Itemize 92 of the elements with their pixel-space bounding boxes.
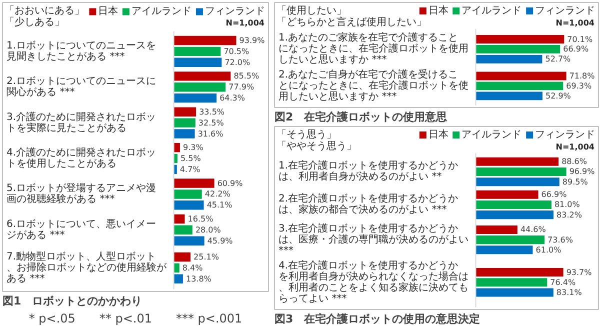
data-label: 61.0% [536,245,562,254]
data-label: 16.5% [188,214,214,224]
legend-label: アイルランド [462,5,522,16]
y-tick-label: 2.在宅介護ロボットを使用するかどうかは、家族の都合で決めるのがよい *** [278,192,458,216]
text: N=1,004 [226,18,265,28]
data-label: 76.4% [550,278,576,287]
data-label: 93.7% [566,268,592,277]
data-label: 52.7% [545,54,572,64]
bar [174,36,236,46]
text: 「おおいにある」「少しある」 [4,4,85,28]
data-label: 28.0% [195,225,222,234]
y-tick-label: 1.ロボットについてのニュースを見聞きしたことがある *** [6,40,156,62]
data-label: 5.5% [180,154,202,164]
text: N=1,004 [556,18,595,28]
data-label: 33.5% [199,107,225,116]
data-label: 85.5% [234,72,260,81]
bar [174,118,196,128]
y-tick-label: 3.在宅介護ロボットを使用するかどうかは、医療・介護の専門職が決めるのがよい *** [278,222,469,256]
bar [174,178,214,188]
data-label: 9.3% [183,143,204,152]
data-label: 32.5% [198,118,224,128]
data-label: 52.9% [545,91,572,100]
data-label: 31.6% [198,129,224,138]
text: N=1,004 [556,142,595,152]
bar [174,236,204,246]
bar [476,72,566,80]
legend-label: フィンランド [535,130,596,141]
y-tick-label: 6.ロボットについて、悪いイメージがある *** [6,218,156,241]
text: * p<.05 ** p<.01 *** p<.001 [28,312,242,326]
text: 「そう思う」「ややそう思う」 [276,128,357,152]
legend-label: 日本 [98,5,118,18]
data-label: 44.6% [520,225,546,234]
bar [174,58,222,67]
data-label: 77.9% [228,82,254,92]
bar [174,214,185,224]
bar [174,225,192,235]
bar [476,92,542,100]
data-label: 93.9% [239,36,266,45]
bar [174,129,195,138]
y-tick-label: 2.ロボットについてのニュースに関心がある *** [6,76,156,98]
data-label: 13.8% [186,274,212,284]
y-tick-label: 1.あなたのご家族を在宅で介護することになったときに、在宅介護ロボットを使用したいと思いますか *** [278,32,469,66]
legend-label: アイルランド [131,6,192,18]
y-tick-label: 5.ロボットが登場するアニメや漫画の視聴経験がある *** [6,182,156,206]
data-label: 83.1% [556,288,582,297]
data-label: 69.3% [566,81,592,90]
text: 図2 在宅介護ロボットの使用意思 [274,110,448,124]
data-label: 42.2% [204,190,231,199]
y-tick-label: 1.在宅介護ロボットを使用するかどうかは、利用者自身が決めるのがよい ** [278,160,458,183]
text: 「使用したい」「どちらかと言えば使用したい」 [276,4,427,28]
y-tick-label: 4.在宅介護ロボットを使用するかどうかを利用者自身が決められなくなった場合は、利用者のことをよく知る家族に決めてもらってよい *** [278,259,469,304]
bar [476,82,564,90]
bar [174,190,202,199]
data-label: 66.9% [541,190,568,200]
data-label: 60.9% [217,178,244,188]
legend-label: フィンランド [535,5,596,16]
y-tick-label: 2.あなたご自身が在宅で介護を受けることになったときに、在宅介護ロボットを使用したいと思いますか *** [278,68,469,102]
data-label: 88.6% [562,157,588,166]
data-label: 83.2% [556,210,582,220]
legend-label: 日本 [428,4,448,16]
legend-label: 日本 [428,128,448,141]
text: 図1 ロボットとのかかわり [2,294,142,308]
data-label: 45.1% [206,200,233,210]
bar [174,72,231,81]
y-tick-label: 4.介護のために開発されたロボットを使用したことがある [6,146,156,170]
data-label: 70.1% [567,34,593,44]
y-tick-label: 7.動物型ロボット、人型ロボット、お掃除ロボットなどの使用経験がある *** [6,250,168,284]
data-label: 45.9% [207,236,234,246]
y-tick-label: 3.介護のために開発されたロボットを実際に見たことがある [6,110,156,134]
bar [174,93,217,103]
bar [174,107,196,116]
data-label: 73.6% [548,235,574,244]
data-label: 72.0% [224,58,251,67]
text: 図3 在宅介護ロボットの使用の意思決定 [274,312,480,326]
data-label: 71.8% [569,72,596,80]
data-label: 64.3% [220,94,246,103]
data-label: 96.9% [569,167,596,176]
data-label: 8.4% [182,263,204,272]
legend-label: アイルランド [462,130,522,141]
data-label: 4.7% [180,164,201,174]
bar [476,35,564,44]
bar [476,45,560,54]
bar [174,82,226,92]
data-label: 81.0% [554,200,580,210]
data-label: 25.1% [194,252,220,262]
bar [174,46,221,56]
data-label: 89.5% [562,177,588,186]
legend-label: フィンランド [205,6,266,18]
bar [174,200,204,210]
data-label: 70.5% [224,46,250,56]
data-label: 66.9% [563,44,589,54]
bar [476,55,542,64]
